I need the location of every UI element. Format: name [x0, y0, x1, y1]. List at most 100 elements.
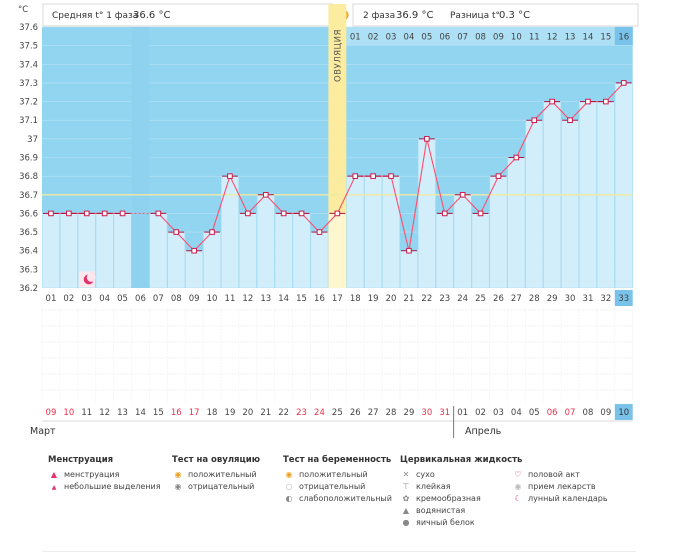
phase2-day-number: 09 [493, 33, 504, 43]
legend-item: ☾ лунный календарь [512, 493, 608, 505]
cycle-day-label: 19 [368, 294, 379, 304]
phase2-day-number: 12 [547, 33, 558, 43]
temperature-point [567, 117, 573, 124]
temperature-point [370, 173, 376, 179]
circle-icon: ◐ [285, 494, 293, 503]
legend: Менструация ▲ менструация ▲ небольшие выде… [40, 455, 640, 555]
date-label: 23 [296, 408, 307, 418]
temperature-point [585, 98, 591, 105]
temperature-point [66, 210, 72, 217]
bar [364, 175, 383, 289]
legend-item: ◉ положительный [172, 469, 260, 481]
bar [292, 213, 311, 289]
legend-other: ♡ половой акт ◉ прием лекарств ☾ лунный кал… [512, 469, 608, 505]
ovulation-label: ОВУЛЯЦИЯ [333, 29, 343, 82]
bar [489, 175, 508, 289]
date-label: 08 [583, 408, 594, 418]
bar [507, 157, 526, 289]
phase2-label: 2 фаза [363, 11, 395, 21]
blob-icon: ● [402, 518, 410, 527]
phase2-day-number: 11 [529, 33, 540, 43]
date-label: 13 [117, 408, 128, 418]
circle-icon: ○ [285, 482, 293, 491]
legend-item: ✕ сухо [400, 469, 522, 481]
phase1-label: Средняя t° 1 фаза [52, 11, 138, 21]
bar [238, 213, 257, 289]
drop-icon: ▲ [402, 506, 410, 515]
temperature-point [101, 210, 108, 217]
temperature-point [620, 80, 627, 86]
cycle-day-label: 32 [600, 294, 611, 304]
bar [185, 250, 204, 289]
drops-icon: ▲ [50, 470, 58, 479]
cycle-day-label: 25 [475, 294, 486, 304]
date-label: 12 [99, 408, 110, 418]
legend-item: ◉ положительный [283, 469, 392, 481]
cycle-day-label: 06 [135, 294, 146, 304]
y-tick-label: 37.4 [19, 60, 38, 70]
y-tick-label: 36.5 [19, 228, 38, 238]
phase2-day-number: 15 [600, 33, 611, 43]
temperature-point [227, 173, 233, 179]
legend-item: ◉ прием лекарств [512, 481, 608, 493]
temperature-point [495, 173, 502, 179]
date-label: 09 [600, 408, 611, 418]
y-tick-label: 37.6 [19, 23, 38, 33]
temperature-point [262, 191, 269, 198]
legend-label: половой акт [528, 470, 580, 479]
y-tick-label: 36.9 [19, 154, 38, 164]
bar [310, 231, 329, 289]
legend-label: кремообразная [416, 494, 481, 503]
circle-icon: ◉ [174, 482, 182, 491]
date-label: 09 [46, 408, 57, 418]
date-label: 17 [189, 408, 200, 418]
cycle-day-label: 07 [153, 294, 164, 304]
cycle-day-label: 20 [386, 294, 397, 304]
temperature-point [513, 154, 520, 161]
diff-label: Разница t° [450, 11, 500, 21]
cycle-day-label: 17 [332, 294, 343, 304]
bar [274, 213, 293, 289]
date-label: 19 [225, 408, 236, 418]
legend-label: менструация [64, 470, 120, 479]
date-label: 11 [81, 408, 92, 418]
date-label: 06 [547, 408, 558, 418]
cycle-day-label: 33 [618, 294, 629, 304]
y-unit-label: °C [18, 5, 28, 15]
legend-label: лунный календарь [528, 494, 608, 503]
cycle-day-label: 03 [81, 294, 92, 304]
y-tick-label: 36.8 [19, 172, 38, 182]
date-label: 18 [207, 408, 218, 418]
date-label: 16 [171, 408, 182, 418]
month-label-start: Март [30, 426, 56, 437]
legend-label: сухо [416, 470, 435, 479]
phase2-day-number: 04 [404, 33, 415, 43]
legend-label: клейкая [416, 482, 451, 491]
temperature-point [83, 210, 90, 217]
date-label: 24 [314, 408, 325, 418]
date-label: 28 [386, 408, 397, 418]
bar [614, 82, 633, 289]
cross-icon: ✕ [402, 470, 410, 479]
legend-title-cervical-fluid: Цервикальная жидкость [400, 455, 523, 465]
y-tick-label: 36.6 [19, 209, 38, 219]
phase2-day-number: 01 [350, 33, 361, 43]
temperature-point [316, 229, 323, 235]
day-number-band [346, 27, 633, 45]
sun-icon: ◉ [285, 470, 293, 479]
temperature-point [531, 117, 538, 124]
bar [113, 213, 132, 289]
cycle-day-label: 11 [225, 294, 236, 304]
temperature-point [191, 247, 197, 254]
legend-label: положительный [188, 470, 257, 479]
phase2-day-number: 13 [565, 33, 576, 43]
temperature-point [48, 210, 54, 217]
legend-item: ● яичный белок [400, 517, 522, 529]
legend-title-ovulation-test: Тест на овуляцию [172, 455, 261, 465]
legend-label: отрицательный [299, 482, 366, 491]
temperature-point [459, 191, 466, 198]
y-tick-label: 37.1 [19, 116, 38, 126]
legend-item: ▲ водянистая [400, 505, 522, 517]
bar [471, 213, 490, 289]
